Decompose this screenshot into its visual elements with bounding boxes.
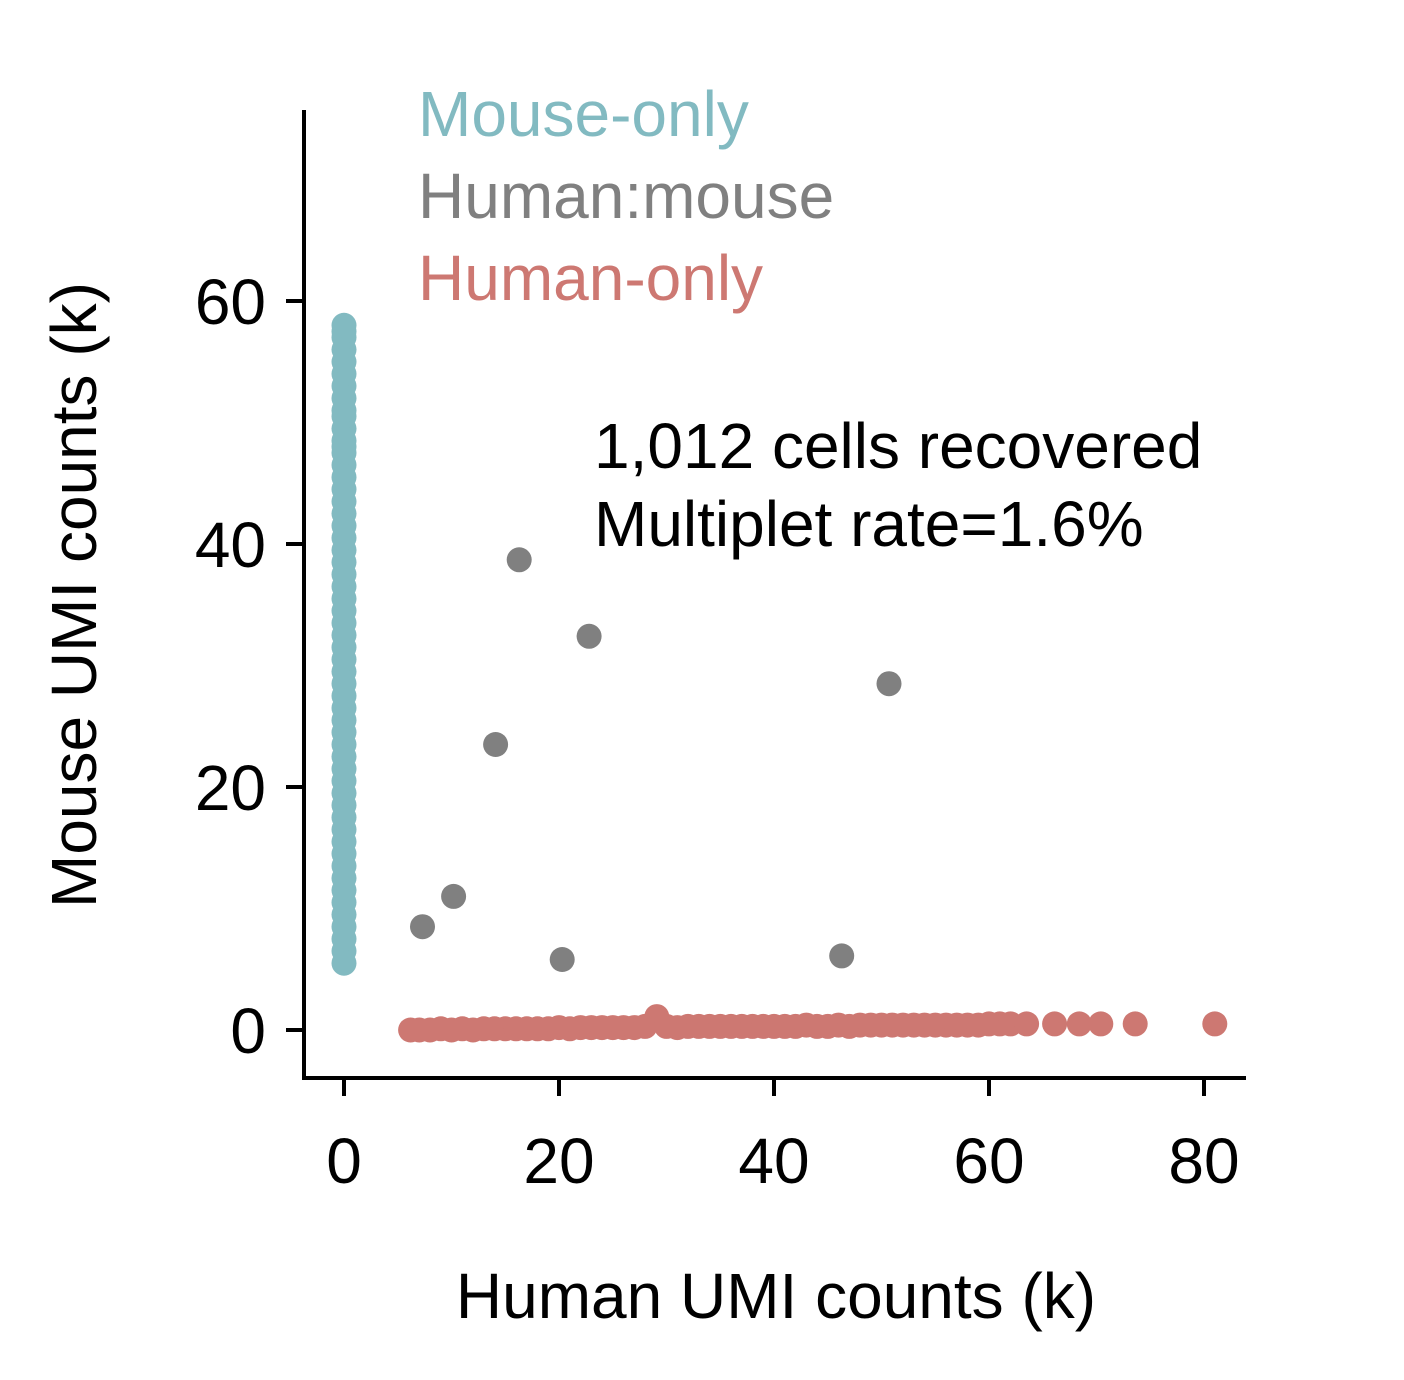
x-axis-title: Human UMI counts (k) [456, 1260, 1096, 1332]
x-tick-label: 20 [523, 1125, 594, 1197]
cells-recovered-annotation: 1,012 cells recovered [594, 410, 1202, 482]
x-tick-label: 0 [326, 1125, 362, 1197]
data-point [1202, 1011, 1228, 1037]
legend-entry-human-mouse: Human:mouse [418, 160, 834, 232]
data-point [1042, 1011, 1068, 1037]
data-point [331, 434, 357, 460]
y-axis-title: Mouse UMI counts (k) [38, 282, 110, 908]
data-point [549, 947, 575, 972]
data-point [331, 385, 357, 411]
series-human-only [398, 1004, 1228, 1043]
multiplet-rate-annotation: Multiplet rate=1.6% [594, 488, 1144, 560]
data-point [876, 671, 902, 697]
series-mouse-only [331, 312, 357, 976]
x-tick-label: 80 [1168, 1125, 1239, 1197]
data-point [506, 547, 532, 573]
x-tick-label: 60 [953, 1125, 1024, 1197]
data-point [441, 883, 467, 909]
data-point [331, 312, 357, 338]
data-point [1014, 1011, 1040, 1037]
data-point [576, 623, 602, 649]
data-point [829, 943, 855, 969]
points-layer [331, 312, 1228, 1043]
data-point [483, 732, 509, 757]
data-point [1088, 1011, 1114, 1037]
data-point [410, 914, 435, 940]
legend-entry-human-only: Human-only [418, 242, 763, 314]
x-tick-label: 40 [738, 1125, 809, 1197]
data-point [1066, 1011, 1092, 1037]
legend-entry-mouse-only: Mouse-only [418, 78, 749, 150]
data-point [1122, 1011, 1148, 1037]
y-tick-label: 60 [195, 266, 266, 338]
ticks-layer: 0 20 40 60 80 0 20 40 60 [195, 266, 1240, 1197]
y-tick-label: 40 [195, 509, 266, 581]
series-human-mouse [410, 547, 902, 972]
y-tick-label: 0 [230, 995, 266, 1067]
y-tick-label: 20 [195, 752, 266, 824]
legend: Mouse-only Human:mouse Human-only [418, 78, 834, 314]
